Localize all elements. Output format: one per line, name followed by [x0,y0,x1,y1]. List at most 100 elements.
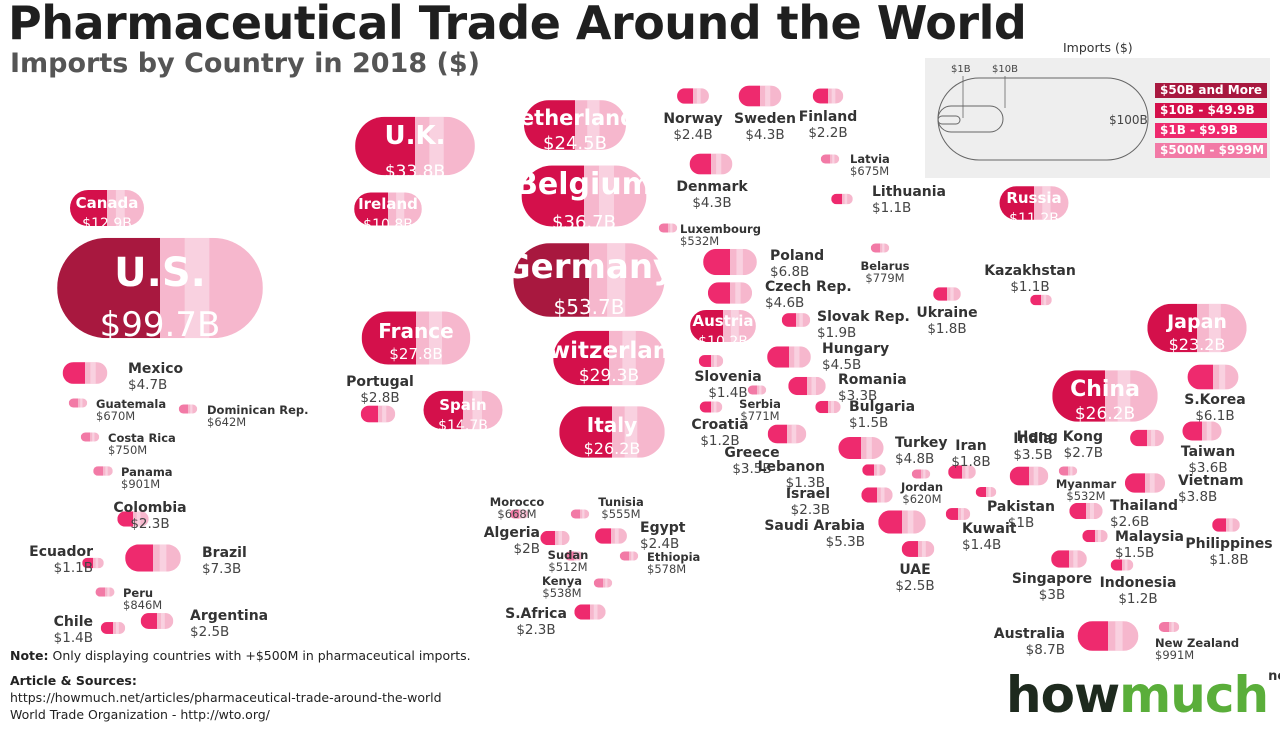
country-label: Bulgaria [849,399,915,415]
country-label: Belarus [861,259,910,273]
pill-ukraine [933,287,961,301]
value-label: $10.8B [363,217,413,233]
value-label: $6.1B [1195,408,1234,424]
pill-morocco [509,509,529,519]
pill-belgium [521,165,647,227]
country-label: Norway [663,111,722,127]
pill-saudi-arabia [878,510,926,534]
country-label: Ukraine [916,305,977,321]
value-label: $532M [1066,489,1105,503]
pill-chile [100,622,126,634]
value-label: $23.2B [1169,335,1226,354]
source-link-wto[interactable]: World Trade Organization - http://wto.or… [10,707,270,722]
pill-israel [861,487,893,503]
pill-indonesia [1110,559,1134,571]
country-label: Pakistan [987,499,1055,515]
value-label: $26.2B [1075,404,1135,424]
pill-dominican-rep- [178,404,198,414]
pill-pakistan [975,486,997,498]
value-label: $2.7B [1064,445,1103,461]
pill-u-s- [57,237,263,339]
pill-lebanon [862,464,886,476]
value-label: $7.3B [202,561,241,577]
value-label: $2.6B [1110,514,1149,530]
value-label: $29.3B [579,366,639,386]
pill-kazakhstan [1030,294,1052,306]
value-label: $538M [542,586,581,600]
pill-u-k- [355,116,475,176]
country-label: Costa Rica [108,431,176,445]
country-label: Ecuador [29,544,93,560]
country-label: Netherlands [502,106,647,130]
value-label: $642M [207,415,246,429]
country-label: Belgium [515,167,653,202]
pill-s-africa [574,604,606,620]
pill-myanmar [1058,466,1078,476]
value-label: $11.2B [1009,211,1059,227]
country-label: Israel [786,486,830,502]
value-label: $2.4B [640,536,679,552]
pill-romania [788,376,826,396]
value-label: $24.5B [543,133,607,154]
pill-taiwan [1182,421,1222,441]
pill-panama [93,466,113,476]
pill-sweden [738,85,782,107]
value-label: $670M [96,409,135,423]
pill-s-korea [1187,364,1239,390]
country-label: Jordan [900,480,943,494]
value-label: $620M [902,492,941,506]
legend: $1B $10B $100B [925,58,1270,178]
value-label: $1.5B [1115,545,1154,561]
country-label: Dominican Rep. [207,403,309,417]
value-label: $26.2B [584,439,641,458]
country-label: Portugal [346,374,414,390]
pill-turkey [838,436,884,460]
country-label: Russia [1006,189,1061,207]
pill-colombia [117,511,149,527]
country-label: Lebanon [758,459,825,475]
pill-latvia [820,154,840,164]
sources-label: Article & Sources: [10,673,137,688]
howmuch-logo: howmuchnet [1006,666,1280,724]
country-label: Ethiopia [647,550,700,564]
pill-serbia [747,385,767,395]
value-label: $4.6B [765,295,804,311]
pill-argentina [140,613,174,629]
pill-china [1052,370,1158,422]
pill-kuwait [945,508,971,520]
pill-vietnam [1124,473,1166,493]
value-label: $578M [647,562,686,576]
country-label: Chile [54,614,93,630]
country-label: China [1070,377,1140,402]
country-label: Saudi Arabia [764,518,865,534]
value-label: $4.5B [822,357,861,373]
pill-kenya [593,578,613,588]
value-label: $14.7B [438,418,488,434]
value-label: $675M [850,164,889,178]
pill-norway [677,88,709,104]
value-label: $2B [514,541,540,557]
pill-new-zealand [1158,621,1180,633]
pill-germany [513,243,665,317]
country-label: Thailand [1110,498,1178,514]
pill-australia [1077,621,1139,651]
value-label: $99.7B [100,305,221,345]
value-label: $4.3B [692,195,731,211]
value-label: $1B [1008,515,1034,531]
country-label: Vietnam [1178,473,1244,489]
country-label: Colombia [113,500,186,516]
country-label: S.Korea [1184,392,1245,408]
source-link-article[interactable]: https://howmuch.net/articles/pharmaceuti… [10,690,442,705]
logo-much: much [1119,666,1269,724]
country-label: Denmark [676,179,748,195]
value-label: $53.7B [554,295,625,319]
value-label: $3.5B [732,461,771,477]
logo-suffix: net [1268,669,1280,685]
country-label: S.Africa [505,606,567,622]
pill-mexico [62,362,108,384]
value-label: $991M [1155,648,1194,662]
pill-iran [948,465,976,479]
country-label: Turkey [895,435,947,451]
value-label: $3.8B [1178,489,1217,505]
country-label: Sudan [548,548,589,562]
